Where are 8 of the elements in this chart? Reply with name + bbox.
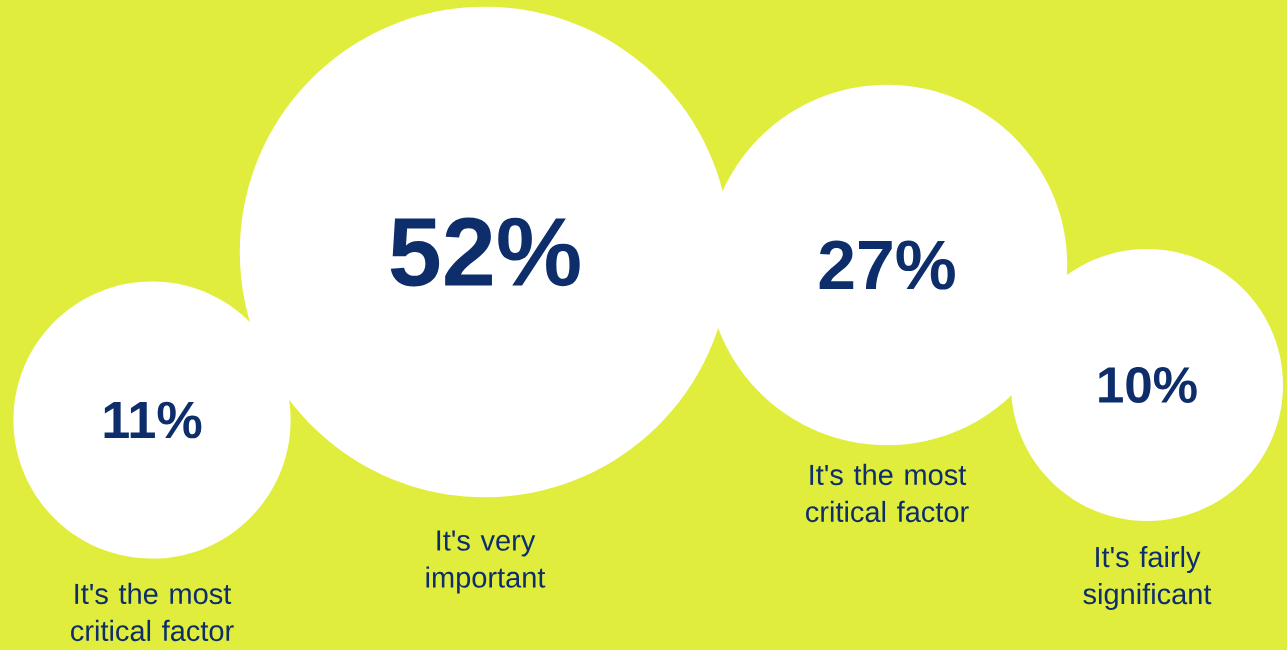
category-label: It's the most critical factor: [806, 463, 969, 523]
category-label: It's very important: [426, 530, 546, 594]
category-label: It's fairly significant: [1083, 545, 1212, 611]
category-label: It's the most critical factor: [71, 582, 234, 642]
data-label: 27%: [819, 240, 955, 290]
data-label: 11%: [104, 401, 202, 439]
data-label: 10%: [1099, 366, 1197, 404]
data-label: 52%: [390, 217, 580, 287]
